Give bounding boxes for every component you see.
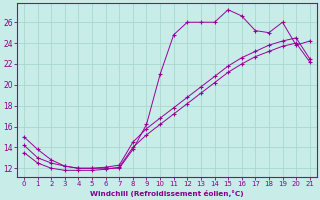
X-axis label: Windchill (Refroidissement éolien,°C): Windchill (Refroidissement éolien,°C) bbox=[90, 190, 244, 197]
